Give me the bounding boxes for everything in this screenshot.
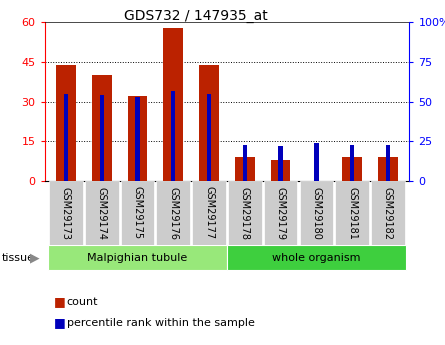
Text: Malpighian tubule: Malpighian tubule <box>87 253 188 263</box>
Text: GSM29177: GSM29177 <box>204 187 214 239</box>
Text: GSM29173: GSM29173 <box>61 187 71 239</box>
Bar <box>386 145 390 181</box>
FancyBboxPatch shape <box>157 181 190 245</box>
Text: GSM29174: GSM29174 <box>97 187 107 239</box>
Text: GSM29182: GSM29182 <box>383 187 393 239</box>
Text: ▶: ▶ <box>30 251 40 264</box>
Text: percentile rank within the sample: percentile rank within the sample <box>67 318 255 327</box>
Text: GSM29175: GSM29175 <box>133 187 142 239</box>
FancyBboxPatch shape <box>48 246 227 270</box>
FancyBboxPatch shape <box>336 181 369 245</box>
Text: GSM29181: GSM29181 <box>347 187 357 239</box>
Bar <box>92 75 112 181</box>
Text: GSM29179: GSM29179 <box>275 187 286 239</box>
Bar <box>235 157 255 181</box>
Bar <box>350 145 354 181</box>
Text: GDS732 / 147935_at: GDS732 / 147935_at <box>124 9 268 23</box>
Bar <box>279 146 283 181</box>
Bar <box>207 94 211 181</box>
Text: tissue: tissue <box>2 253 35 263</box>
FancyBboxPatch shape <box>85 181 118 245</box>
Bar <box>243 145 247 181</box>
FancyBboxPatch shape <box>227 246 406 270</box>
Text: GSM29176: GSM29176 <box>168 187 178 239</box>
Bar <box>314 143 319 181</box>
FancyBboxPatch shape <box>299 181 333 245</box>
Text: GSM29180: GSM29180 <box>312 187 321 239</box>
FancyBboxPatch shape <box>192 181 226 245</box>
Bar <box>271 160 291 181</box>
Bar <box>56 65 76 181</box>
Text: count: count <box>67 297 98 307</box>
Bar <box>171 91 175 181</box>
Bar <box>64 94 68 181</box>
Text: GSM29178: GSM29178 <box>240 187 250 239</box>
Bar <box>378 157 398 181</box>
Bar <box>342 157 362 181</box>
Bar <box>135 97 140 181</box>
FancyBboxPatch shape <box>264 181 297 245</box>
Bar <box>163 28 183 181</box>
FancyBboxPatch shape <box>49 181 83 245</box>
Bar <box>100 96 104 181</box>
FancyBboxPatch shape <box>121 181 154 245</box>
Bar <box>199 65 219 181</box>
Bar <box>128 97 147 181</box>
Text: ■: ■ <box>53 316 65 329</box>
Text: whole organism: whole organism <box>272 253 360 263</box>
Text: ■: ■ <box>53 295 65 308</box>
FancyBboxPatch shape <box>371 181 405 245</box>
FancyBboxPatch shape <box>228 181 262 245</box>
